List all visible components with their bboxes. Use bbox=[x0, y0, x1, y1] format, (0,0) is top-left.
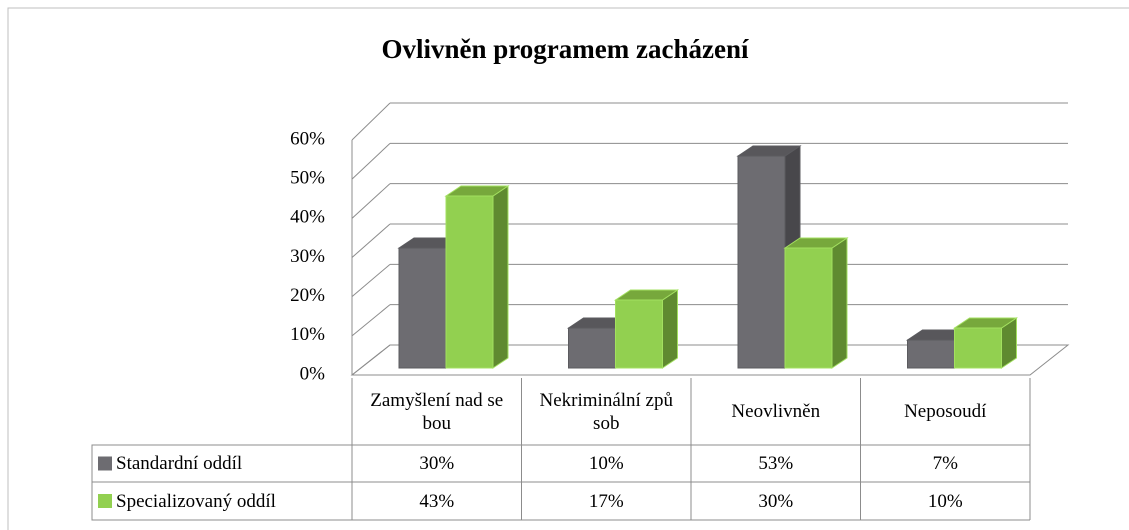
grid-line-side bbox=[351, 263, 391, 298]
bar bbox=[783, 237, 849, 369]
grid-line-side bbox=[351, 344, 391, 376]
value-label: 43% bbox=[419, 490, 455, 512]
bar-side bbox=[492, 185, 509, 369]
legend-label: Specializovaný oddíl bbox=[116, 490, 276, 512]
bar bbox=[613, 289, 680, 369]
value-label: 10% bbox=[588, 453, 624, 474]
bar-front bbox=[784, 247, 833, 369]
category-label: Nekriminální způsob bbox=[539, 389, 674, 434]
bar bbox=[444, 185, 510, 369]
y-tick-label: 50% bbox=[290, 168, 325, 189]
legend-swatch bbox=[98, 456, 112, 471]
legend-label: Standardní oddíl bbox=[116, 453, 243, 474]
value-label: 53% bbox=[758, 453, 794, 474]
value-label: 10% bbox=[927, 490, 963, 512]
value-label: 17% bbox=[588, 490, 624, 512]
y-tick-label: 60% bbox=[290, 128, 325, 149]
y-tick-label: 30% bbox=[290, 246, 325, 267]
grid-line-side bbox=[351, 304, 391, 337]
grid-line-side bbox=[351, 102, 391, 141]
value-label: 30% bbox=[419, 453, 455, 474]
bar-front bbox=[398, 247, 447, 369]
y-tick-label: 0% bbox=[300, 363, 326, 384]
grid-line-side bbox=[351, 142, 391, 180]
legend-swatch bbox=[98, 494, 112, 508]
chart-border bbox=[7, 7, 1129, 530]
y-tick-label: 40% bbox=[290, 207, 325, 228]
bar-front bbox=[907, 339, 955, 369]
y-tick-label: 10% bbox=[290, 324, 325, 345]
bar-front bbox=[737, 155, 786, 369]
value-label: 7% bbox=[932, 453, 958, 474]
bar-front bbox=[445, 195, 494, 369]
grid-line-side bbox=[351, 183, 391, 219]
bar bbox=[952, 317, 1019, 369]
category-label: Neposoudí bbox=[904, 401, 987, 422]
chart-title: Ovlivněn programem zacházení bbox=[382, 34, 749, 64]
bar-front bbox=[615, 299, 663, 369]
category-label: Neovlivněn bbox=[731, 401, 821, 422]
bar-front bbox=[954, 327, 1002, 369]
bar-side bbox=[662, 289, 678, 369]
grid-line-side bbox=[351, 223, 391, 258]
bar-front bbox=[568, 327, 616, 369]
bar-side bbox=[831, 237, 848, 369]
category-label: Zamyšlení nad sebou bbox=[370, 389, 504, 434]
value-label: 30% bbox=[758, 490, 794, 512]
y-tick-label: 20% bbox=[290, 285, 325, 306]
